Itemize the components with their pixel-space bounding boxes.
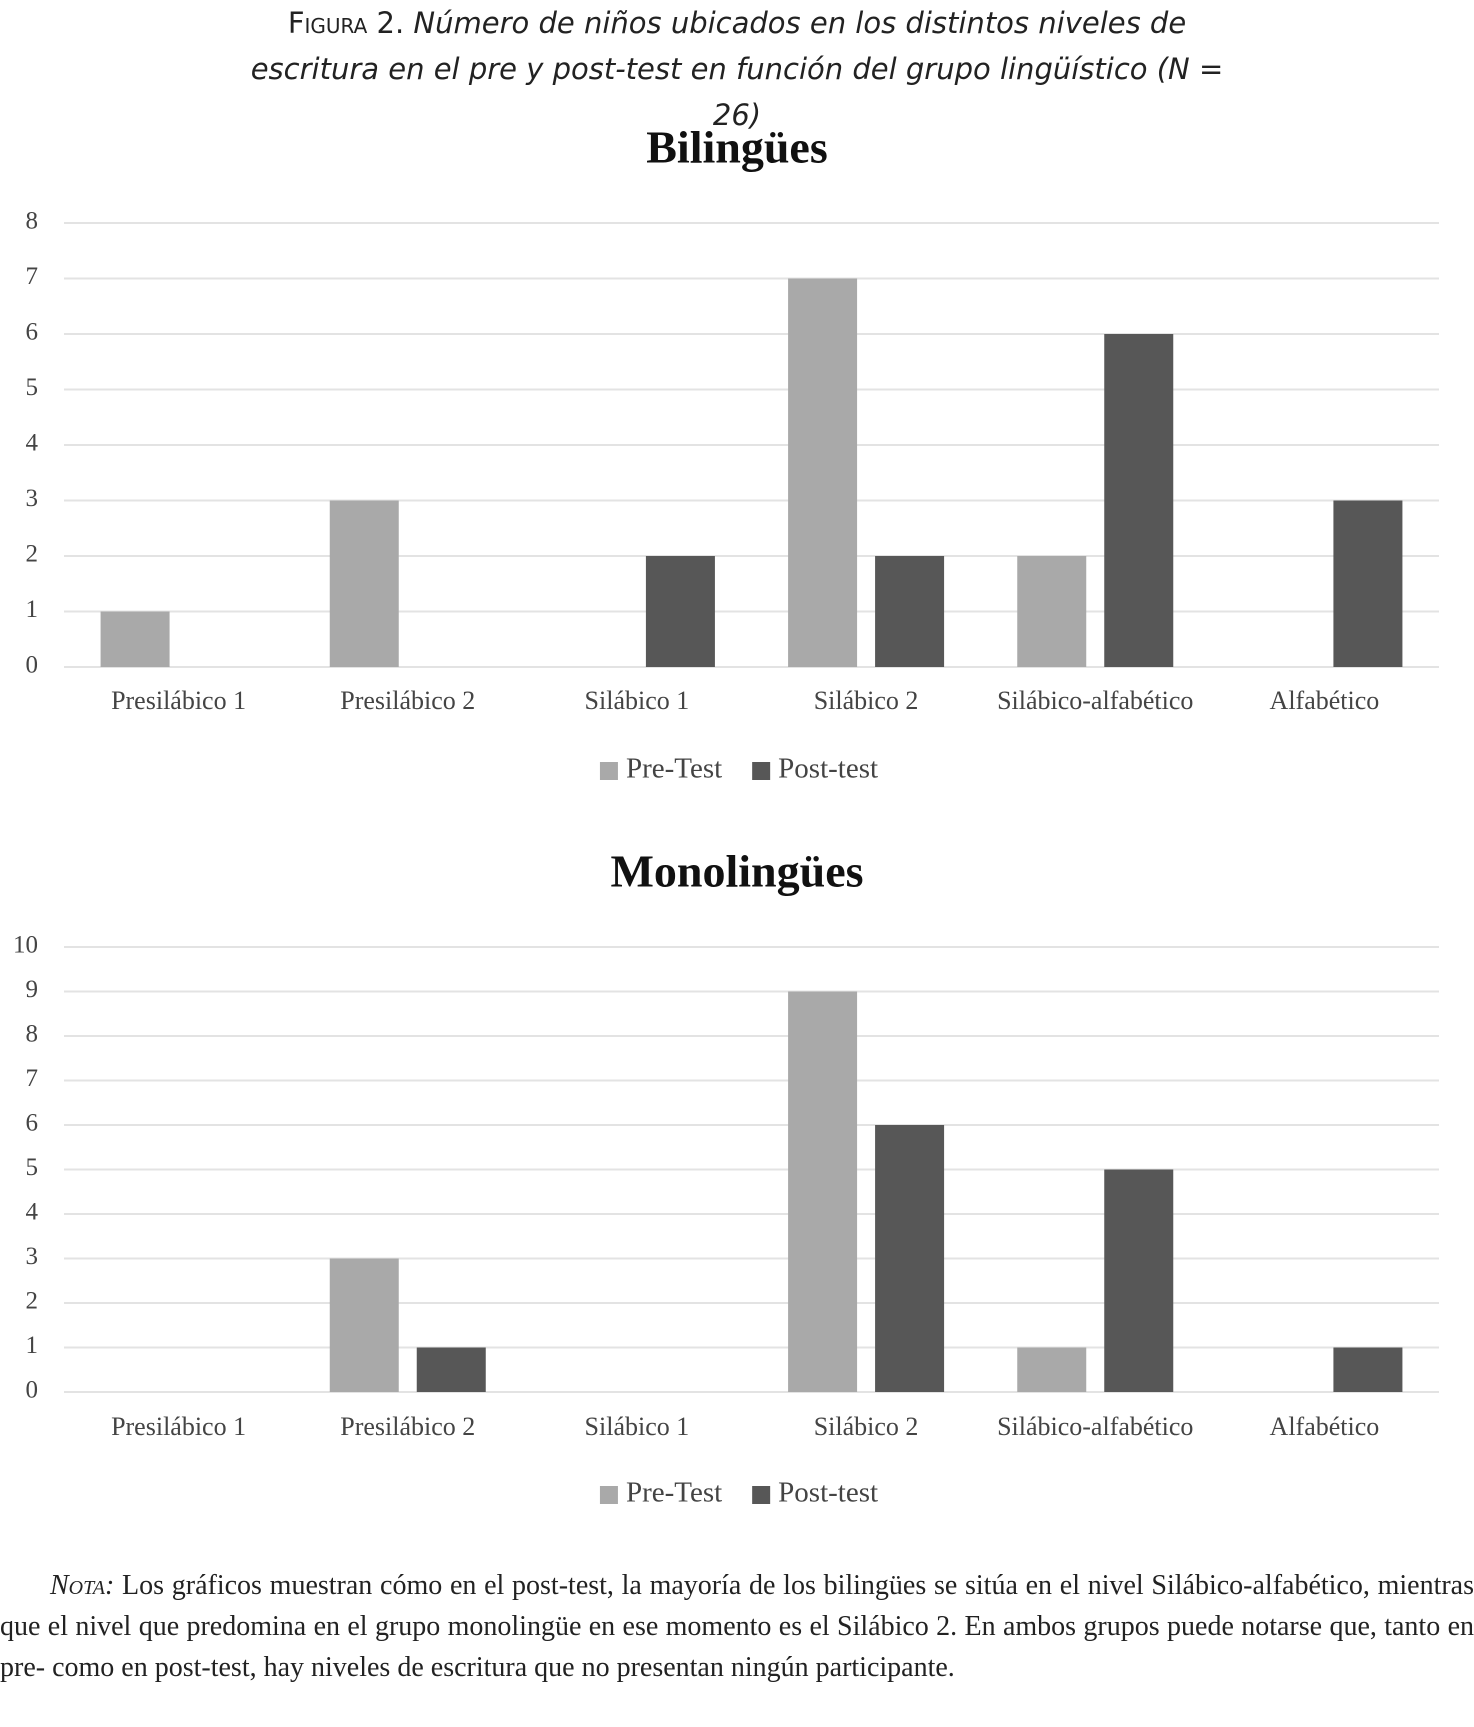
bar (329, 500, 399, 667)
x-tick-label: Silábico-alfabético (997, 686, 1193, 715)
x-tick-label: Presilábico 2 (340, 686, 475, 715)
y-tick-label: 2 (26, 541, 39, 568)
figure-caption: Figura 2. Número de niños ubicados en lo… (250, 0, 1224, 138)
y-tick-label: 7 (26, 263, 39, 290)
y-tick-label: 3 (26, 485, 39, 512)
legend-swatch (599, 762, 618, 780)
bar (875, 1125, 945, 1392)
x-tick-label: Alfabético (1270, 686, 1380, 715)
y-tick-label: 1 (26, 1332, 39, 1359)
bar (1104, 1169, 1174, 1392)
x-tick-label: Silábico 2 (814, 686, 919, 715)
bar (875, 556, 945, 667)
legend-label: Pre-Test (626, 753, 722, 785)
legend-swatch (752, 1486, 771, 1504)
x-tick-label: Silábico 2 (814, 1412, 919, 1441)
chart-title: Bilingües (646, 122, 828, 173)
caption-label: Figura 2. (287, 6, 405, 40)
bar (1333, 500, 1403, 667)
x-tick-label: Alfabético (1270, 1412, 1380, 1441)
y-tick-label: 9 (26, 976, 39, 1003)
bar (1104, 334, 1174, 667)
y-tick-label: 2 (26, 1288, 39, 1315)
y-tick-label: 8 (26, 1021, 39, 1048)
y-tick-label: 6 (26, 319, 39, 346)
y-tick-label: 5 (26, 374, 39, 401)
note-label: Nota: (50, 1570, 115, 1601)
charts: Bilingües 0 1 2 3 4 5 6 7 8 Presilábico 1 Presilábi… (13, 122, 1439, 1509)
legend-label: Pre-Test (626, 1477, 722, 1509)
bar (1333, 1347, 1403, 1392)
bar (1017, 1347, 1087, 1392)
caption-text: Número de niños ubicados en los distinto… (250, 6, 1224, 132)
x-tick-label: Silábico 1 (585, 1412, 690, 1441)
x-tick-label: Presilábico 1 (111, 1412, 246, 1441)
y-tick-label: 1 (26, 596, 39, 623)
note: Nota: Los gráficos muestran cómo en el p… (0, 1565, 1474, 1688)
y-tick-label: 8 (26, 208, 39, 235)
note-text: Los gráficos muestran cómo en el post-te… (0, 1570, 1474, 1683)
legend-label: Post-test (778, 1477, 878, 1509)
bar (788, 278, 858, 667)
y-tick-label: 4 (26, 430, 39, 457)
chart-title: Monolingües (610, 846, 863, 897)
x-tick-label: Silábico 1 (585, 686, 690, 715)
bar (329, 1258, 399, 1392)
y-tick-label: 5 (26, 1154, 39, 1181)
bar (416, 1347, 486, 1392)
y-tick-label: 3 (26, 1243, 39, 1270)
x-tick-label: Silábico-alfabético (997, 1412, 1193, 1441)
y-tick-label: 0 (26, 1377, 39, 1404)
x-tick-label: Presilábico 2 (340, 1412, 475, 1441)
x-tick-label: Presilábico 1 (111, 686, 246, 715)
bar (1017, 556, 1087, 667)
y-tick-label: 4 (26, 1199, 39, 1226)
bar (645, 556, 715, 667)
bar (788, 991, 858, 1392)
y-tick-label: 10 (13, 932, 38, 959)
y-tick-label: 7 (26, 1065, 39, 1092)
legend-swatch (752, 762, 771, 780)
legend-swatch (599, 1486, 618, 1504)
y-tick-label: 6 (26, 1110, 39, 1137)
legend-label: Post-test (778, 753, 878, 785)
bar (100, 611, 170, 667)
y-tick-label: 0 (26, 652, 39, 679)
